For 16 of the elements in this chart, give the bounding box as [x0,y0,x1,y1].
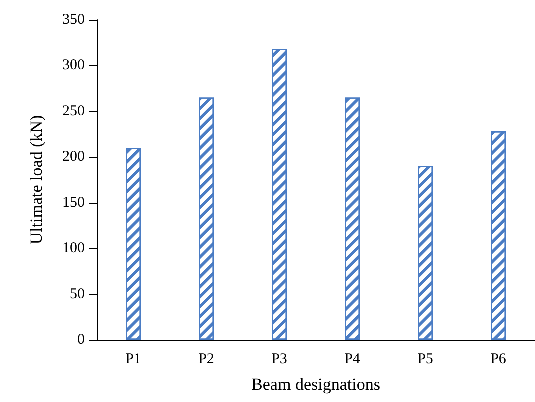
x-tick-label: P6 [490,352,507,368]
x-tick-label: P4 [344,352,361,368]
x-axis-title: Beam designations [252,375,380,394]
y-tick-label: 0 [78,332,85,348]
y-axis-title: Ultimate load (kN) [27,115,46,245]
x-tick-label: P1 [126,352,142,368]
y-tick-label: 50 [70,286,85,302]
y-tick-label: 300 [62,58,85,74]
y-tick-label: 350 [62,12,85,28]
x-tick-label: P2 [198,352,214,368]
y-tick-label: 100 [62,240,85,257]
y-tick-label: 200 [62,149,85,166]
x-tick-label: P3 [272,352,288,368]
y-tick-label: 150 [62,194,85,211]
x-tick-label: P5 [418,352,434,368]
y-tick-label: 250 [62,103,85,120]
